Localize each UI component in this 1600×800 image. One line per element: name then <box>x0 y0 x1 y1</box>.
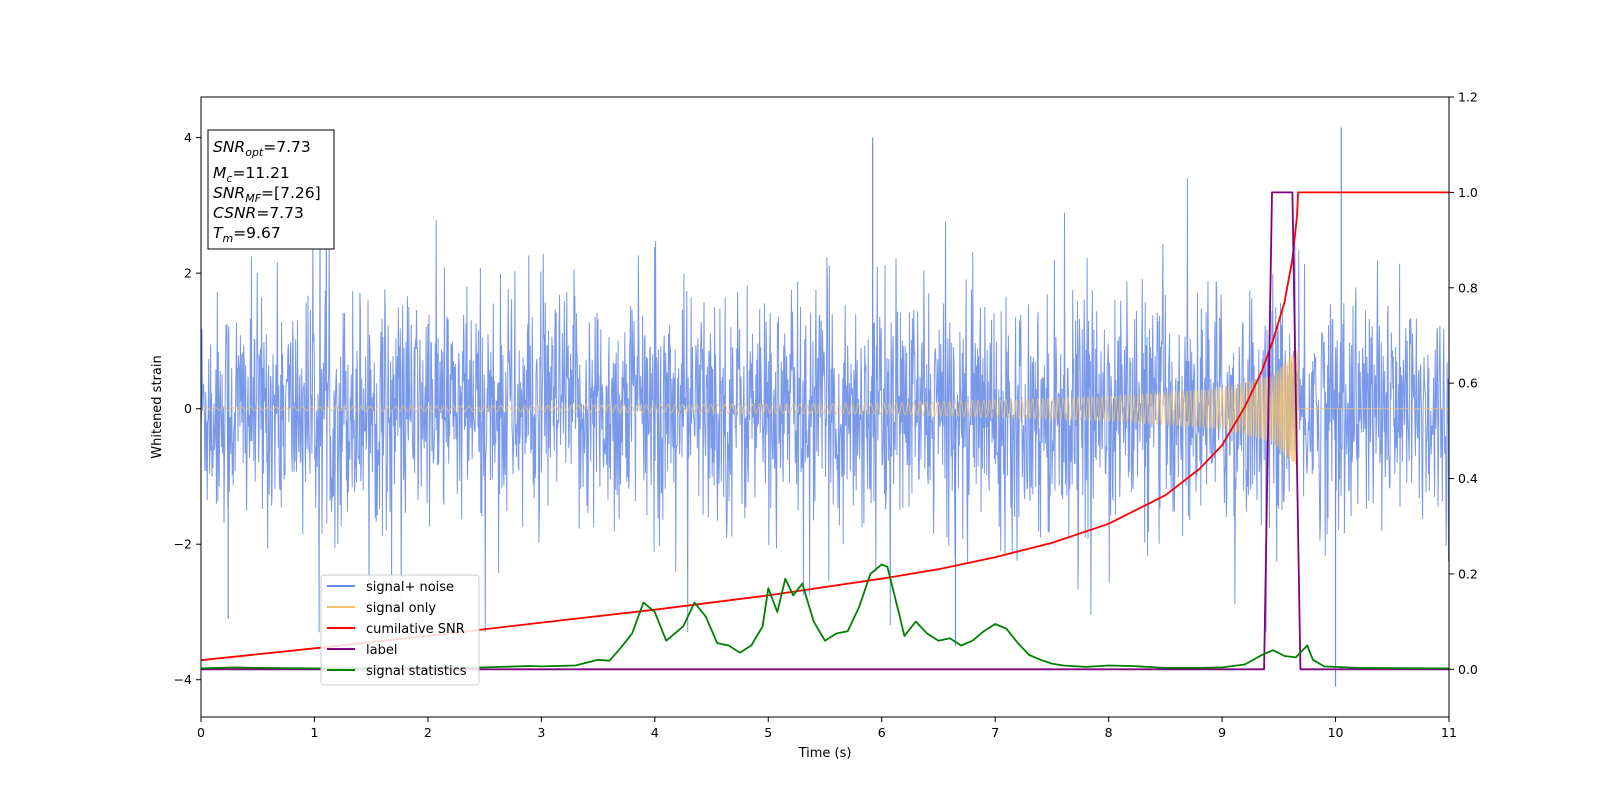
info-box-frame <box>207 129 335 250</box>
info-tm: Tm=9.67 <box>213 224 281 245</box>
y2-tick-label: 0.8 <box>1458 280 1478 295</box>
x-tick-label: 8 <box>1105 725 1113 740</box>
y2-tick-label: 0.2 <box>1458 566 1478 581</box>
y-tick-label: 2 <box>184 266 192 281</box>
series-label <box>201 191 1449 671</box>
y2-tick-label: 1.2 <box>1458 90 1478 105</box>
info-csnr: CSNR=7.73 <box>213 204 304 222</box>
legend-label-label: label <box>366 643 397 658</box>
x-tick-label: 3 <box>537 725 545 740</box>
series-signal-statistics <box>201 563 1449 670</box>
x-tick-label: 0 <box>197 725 205 740</box>
series-cumilative-snr <box>201 191 1449 662</box>
legend-label-signal-statistics: signal statistics <box>366 664 467 679</box>
y2-tick-label: 0.6 <box>1458 376 1478 391</box>
legend-label-cumulative-snr: cumilative SNR <box>366 622 465 637</box>
y-axis-label: Whitened strain <box>150 355 165 458</box>
x-tick-label: 10 <box>1328 725 1344 740</box>
y-tick-label: −4 <box>174 672 192 687</box>
plot-frame <box>200 96 1450 718</box>
x-tick-label: 2 <box>424 725 432 740</box>
x-tick-label: 7 <box>991 725 999 740</box>
x-tick-label: 11 <box>1441 725 1457 740</box>
x-tick-label: 6 <box>878 725 886 740</box>
axes: 0 1 2 3 4 5 6 7 8 9 10 11 −4 −2 0 2 4 0.0 0.2 0.4 0.6 0.8 1.0 1… <box>174 90 1478 741</box>
info-snr-opt: SNRopt=7.73 <box>213 138 311 159</box>
x-axis-label: Time (s) <box>798 746 852 761</box>
info-box: SNRopt=7.73 Mc=11.21 SNRMF=[7.26] CSNR=7… <box>207 129 335 250</box>
legend-label-signal-only: signal only <box>366 601 436 616</box>
x-tick-label: 5 <box>764 725 772 740</box>
legend-label-signal-noise: signal+ noise <box>366 580 454 595</box>
series-signal-only <box>201 347 1449 465</box>
info-mc: Mc=11.21 <box>213 164 290 185</box>
y2-tick-label: 1.0 <box>1458 185 1478 200</box>
y2-tick-label: 0.4 <box>1458 471 1478 486</box>
x-tick-label: 4 <box>651 725 659 740</box>
y2-tick-label: 0.0 <box>1458 662 1478 677</box>
legend-frame <box>320 574 480 686</box>
x-tick-label: 1 <box>310 725 318 740</box>
y-tick-label: 0 <box>184 401 192 416</box>
info-snr-mf: SNRMF=[7.26] <box>213 184 321 205</box>
y-tick-label: −2 <box>174 537 192 552</box>
y-tick-label: 4 <box>184 130 192 145</box>
legend: signal+ noise signal only cumilative SNR… <box>320 574 480 686</box>
series-signal-noise <box>201 178 1449 633</box>
x-tick-label: 9 <box>1218 725 1226 740</box>
plot-area <box>201 127 1449 687</box>
